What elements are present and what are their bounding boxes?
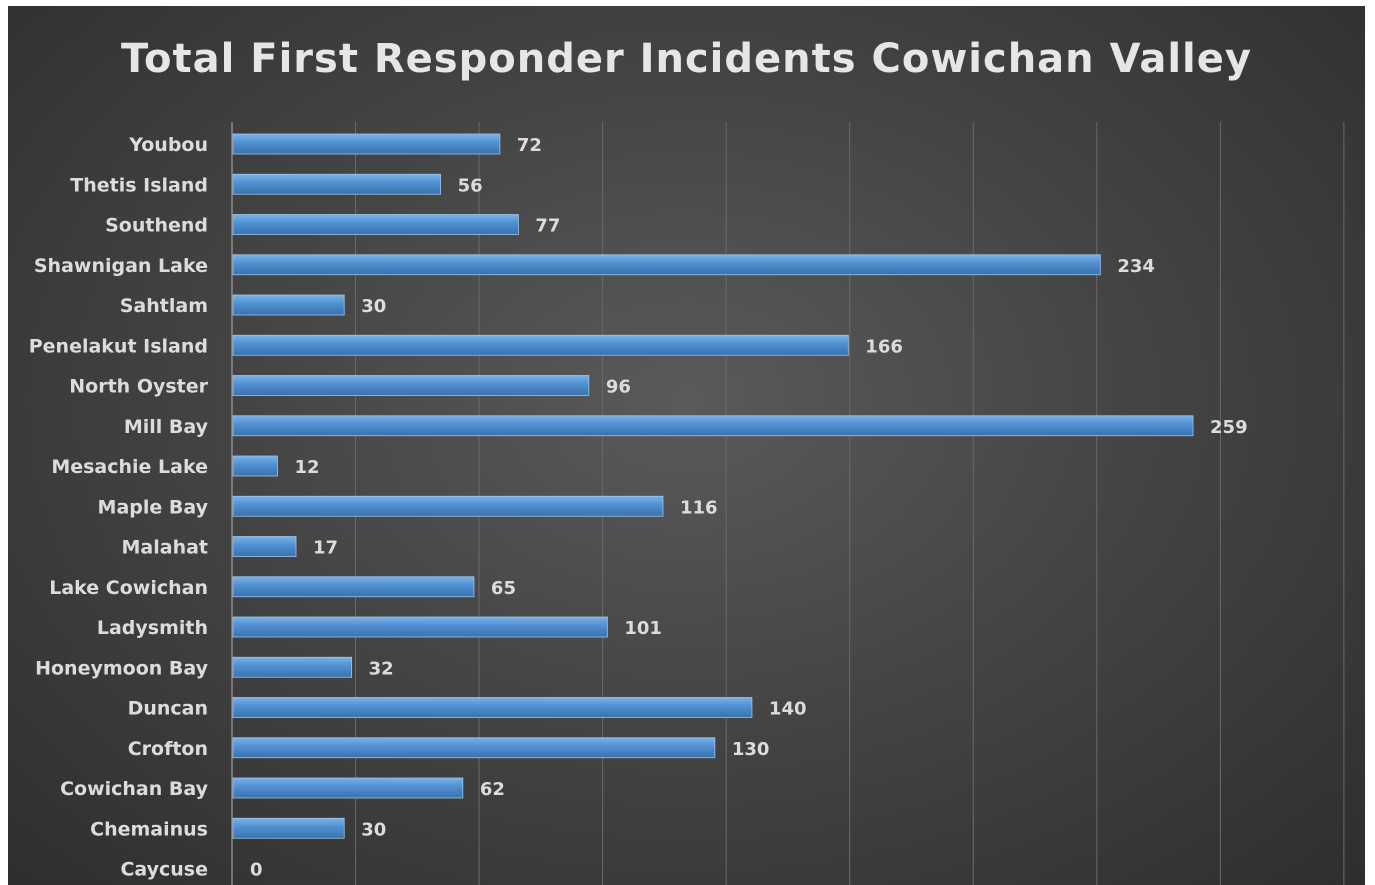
- data-label: 0: [250, 860, 263, 881]
- bar: [232, 616, 608, 638]
- data-label: 65: [491, 578, 516, 599]
- bar: [232, 576, 475, 598]
- data-label: 62: [480, 779, 505, 800]
- category-label: North Oyster: [69, 376, 208, 398]
- chart-area: Total First Responder Incidents Cowichan…: [8, 6, 1365, 885]
- bar: [232, 133, 501, 155]
- data-label: 72: [517, 135, 542, 156]
- bar: [232, 817, 345, 839]
- category-label: Youbou: [128, 134, 208, 156]
- data-label: 30: [361, 296, 386, 317]
- category-label: Shawnigan Lake: [34, 255, 208, 277]
- category-label: Malahat: [122, 537, 209, 559]
- category-label: Crofton: [128, 738, 208, 760]
- data-label: 32: [369, 658, 394, 679]
- bar: [232, 697, 753, 718]
- bar: [232, 656, 353, 678]
- data-label: 101: [624, 618, 662, 639]
- data-label: 234: [1117, 256, 1155, 277]
- category-label: Mesachie Lake: [51, 456, 208, 478]
- data-label: 140: [769, 699, 807, 720]
- bar: [232, 294, 345, 316]
- category-label: Caycuse: [120, 859, 208, 881]
- category-label: Lake Cowichan: [49, 577, 208, 599]
- data-label: 259: [1210, 417, 1248, 438]
- category-label: Thetis Island: [70, 174, 208, 196]
- labels: Youbou 72 Thetis Island 56 Southend 77 Shawnig…: [29, 134, 1248, 881]
- category-label: Chemainus: [90, 818, 208, 840]
- bar: [232, 455, 278, 477]
- data-label: 30: [361, 819, 386, 840]
- category-label: Duncan: [128, 698, 208, 720]
- category-label: Cowichan Bay: [60, 778, 209, 800]
- bar: [232, 777, 464, 799]
- category-label: Mill Bay: [124, 416, 209, 438]
- data-label: 166: [865, 336, 903, 357]
- bar: [232, 415, 1194, 437]
- category-label: Ladysmith: [97, 617, 208, 639]
- bars: [232, 133, 1194, 839]
- category-label: Penelakut Island: [29, 335, 208, 357]
- bar: [232, 495, 664, 517]
- bar: [232, 214, 519, 235]
- bar: [232, 173, 441, 195]
- category-label: Maple Bay: [98, 496, 209, 518]
- data-label: 96: [606, 377, 631, 398]
- data-label: 116: [680, 497, 718, 518]
- category-label: Sahtlam: [120, 295, 208, 317]
- data-label: 17: [313, 538, 338, 559]
- category-label: Honeymoon Bay: [35, 657, 209, 679]
- bar: [232, 536, 297, 557]
- bar: [232, 737, 716, 759]
- category-label: Southend: [105, 215, 208, 237]
- data-label: 12: [294, 457, 319, 478]
- bar-chart: Youbou 72 Thetis Island 56 Southend 77 Shawnig…: [29, 122, 1345, 885]
- bar: [232, 254, 1101, 276]
- data-label: 130: [732, 739, 770, 760]
- chart-title: Total First Responder Incidents Cowichan…: [121, 36, 1252, 82]
- bar: [232, 375, 590, 396]
- data-label: 56: [458, 175, 483, 196]
- bar: [232, 334, 849, 356]
- data-label: 77: [535, 216, 560, 237]
